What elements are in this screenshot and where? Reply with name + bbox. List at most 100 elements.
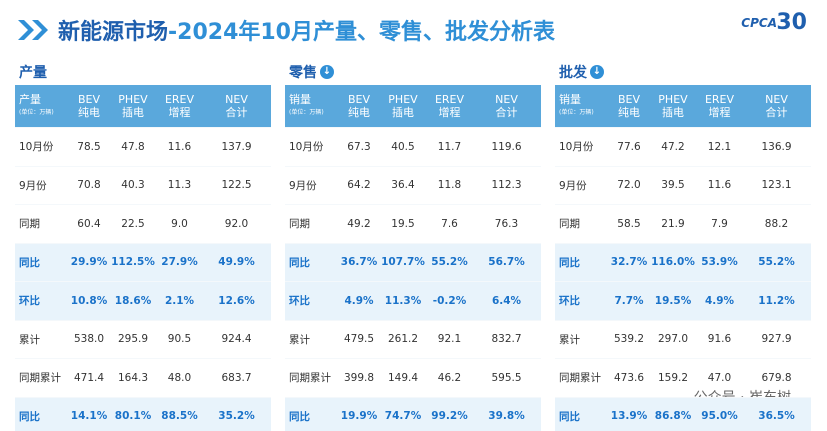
column-code: EREV [164, 93, 195, 106]
cell: 74.7% [379, 397, 427, 431]
data-row: 同比 19.9% 74.7% 99.2% 39.8% [285, 397, 541, 431]
cell: 46.2 [427, 358, 472, 398]
data-row: 同期 49.2 19.5 7.6 76.3 [285, 204, 541, 244]
cell: 95.0% [697, 397, 742, 431]
column-code: EREV [434, 93, 465, 106]
cell: 11.7 [427, 127, 472, 167]
cell: 112.3 [472, 166, 541, 205]
logo-sub: 30 [776, 10, 807, 35]
cell: 679.8 [742, 358, 811, 398]
row-label: 同期 [15, 204, 69, 244]
cell: 538.0 [69, 320, 109, 359]
row-label: 同比 [285, 243, 339, 282]
cell: 11.2% [742, 281, 811, 321]
cell: 27.9% [157, 243, 202, 282]
data-row: 同比 29.9% 112.5% 27.9% 49.9% [15, 243, 271, 282]
cell: 49.9% [202, 243, 271, 282]
cell: 7.7% [609, 281, 649, 321]
cell: 67.3 [339, 127, 379, 167]
cell: 21.9 [649, 204, 697, 244]
row-label: 同比 [555, 243, 609, 282]
cell: 6.4% [472, 281, 541, 321]
cell: 88.2 [742, 204, 811, 244]
cell: 683.7 [202, 358, 271, 398]
column-code: NEV [225, 93, 248, 106]
row-label: 同期累计 [15, 358, 69, 398]
unit-label: (单位：万辆) [289, 109, 324, 116]
row-label: 9月份 [555, 166, 609, 205]
cell: 55.2% [742, 243, 811, 282]
column-header: PHEV 插电 [379, 85, 427, 128]
cell: 48.0 [157, 358, 202, 398]
column-header: BEV 纯电 [609, 85, 649, 128]
cell: 36.7% [339, 243, 379, 282]
cell: 58.5 [609, 204, 649, 244]
cell: 595.5 [472, 358, 541, 398]
title-rest: -2024年10月产量、零售、批发分析表 [168, 20, 555, 45]
cell: 471.4 [69, 358, 109, 398]
cell: 29.9% [69, 243, 109, 282]
cell: 35.2% [202, 397, 271, 431]
cell: 137.9 [202, 127, 271, 167]
column-code: BEV [347, 93, 371, 106]
cell: 295.9 [109, 320, 157, 359]
column-name: 纯电 [348, 106, 370, 119]
cell: 539.2 [609, 320, 649, 359]
column-name: 合计 [495, 106, 518, 119]
cell: 64.2 [339, 166, 379, 205]
header-row: 产量 (单位：万辆) BEV 纯电 PHEV 插电 EREV 增程 NEV 合计 [15, 85, 271, 128]
column-name: 纯电 [618, 106, 640, 119]
cell: 88.5% [157, 397, 202, 431]
data-row: 同比 14.1% 80.1% 88.5% 35.2% [15, 397, 271, 431]
data-row: 同期累计 473.6 159.2 47.0 679.8 [555, 358, 811, 398]
column-code: NEV [495, 93, 518, 106]
cell: 36.5% [742, 397, 811, 431]
data-row: 同比 32.7% 116.0% 53.9% 55.2% [555, 243, 811, 282]
logo: CPCA [741, 16, 777, 30]
cell: 78.5 [69, 127, 109, 167]
cell: 116.0% [649, 243, 697, 282]
section-label: 批发 ↓ [559, 62, 604, 82]
cell: 159.2 [649, 358, 697, 398]
corner-label: 销量 [289, 93, 311, 106]
column-header: PHEV 插电 [109, 85, 157, 128]
cell: 4.9% [339, 281, 379, 321]
cell: 19.5% [649, 281, 697, 321]
section-title: 零售 [289, 65, 317, 81]
corner-label: 产量 [19, 93, 41, 106]
cell: 80.1% [109, 397, 157, 431]
row-label: 9月份 [285, 166, 339, 205]
row-label: 环比 [555, 281, 609, 321]
row-label: 同期 [285, 204, 339, 244]
cell: 9.0 [157, 204, 202, 244]
data-row: 累计 538.0 295.9 90.5 924.4 [15, 320, 271, 359]
cell: 18.6% [109, 281, 157, 321]
title: 新能源市场-2024年10月产量、零售、批发分析表 [58, 14, 555, 46]
cell: 55.2% [427, 243, 472, 282]
cell: 261.2 [379, 320, 427, 359]
cell: 119.6 [472, 127, 541, 167]
row-label: 累计 [285, 320, 339, 359]
corner-cell: 销量 (单位：万辆) [555, 85, 609, 128]
cell: 2.1% [157, 281, 202, 321]
column-header: BEV 纯电 [339, 85, 379, 128]
cell: 12.1 [697, 127, 742, 167]
row-label: 10月份 [15, 127, 69, 167]
column-name: 合计 [225, 106, 248, 119]
cell: 77.6 [609, 127, 649, 167]
cell: 76.3 [472, 204, 541, 244]
cell: 99.2% [427, 397, 472, 431]
cell: 924.4 [202, 320, 271, 359]
column-code: BEV [77, 93, 101, 106]
data-row: 同比 13.9% 86.8% 95.0% 36.5% [555, 397, 811, 431]
column-code: BEV [617, 93, 641, 106]
chevron-icon [18, 20, 48, 40]
row-label: 同比 [15, 243, 69, 282]
row-label: 10月份 [555, 127, 609, 167]
cell: 19.9% [339, 397, 379, 431]
data-row: 同期累计 471.4 164.3 48.0 683.7 [15, 358, 271, 398]
cell: 19.5 [379, 204, 427, 244]
cell: 39.5 [649, 166, 697, 205]
data-row: 同期累计 399.8 149.4 46.2 595.5 [285, 358, 541, 398]
cell: 47.0 [697, 358, 742, 398]
